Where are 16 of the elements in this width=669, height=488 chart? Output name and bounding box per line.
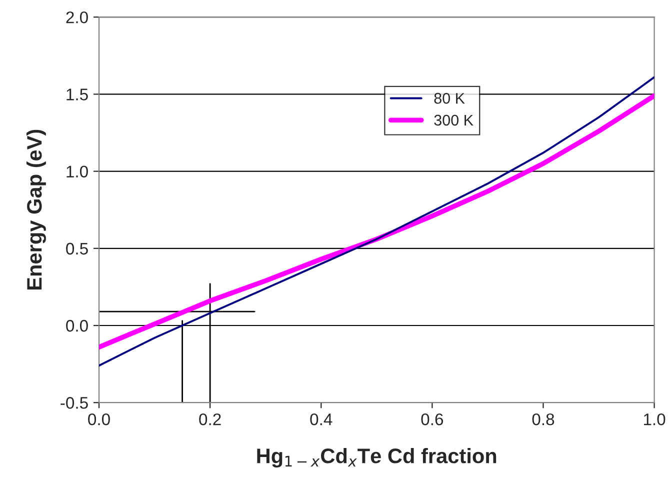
- y-axis-title: Energy Gap (eV): [26, 130, 46, 290]
- x-tick-label: 0.0: [88, 413, 110, 426]
- legend-label: 80 K: [434, 92, 465, 104]
- y-tick-label: 2.0: [66, 11, 88, 24]
- x-tick-label: 0.6: [421, 413, 444, 426]
- y-tick-label: -0.5: [60, 397, 88, 409]
- y-tick-label: 0.0: [66, 320, 88, 332]
- x-tick-label: 0.4: [310, 413, 332, 426]
- y-tick-label: 0.5: [66, 242, 88, 255]
- legend-label: 300 K: [434, 114, 474, 126]
- x-tick-label: 0.2: [199, 413, 221, 426]
- x-tick-label: 0.8: [532, 413, 554, 426]
- x-tick-label: 1.0: [644, 413, 666, 426]
- x-axis-title: Hg$_{1−x}$Cd$_{x}$Te Cd fraction: [257, 448, 496, 468]
- y-tick-label: 1.0: [66, 166, 88, 178]
- y-tick-label: 1.5: [66, 88, 88, 100]
